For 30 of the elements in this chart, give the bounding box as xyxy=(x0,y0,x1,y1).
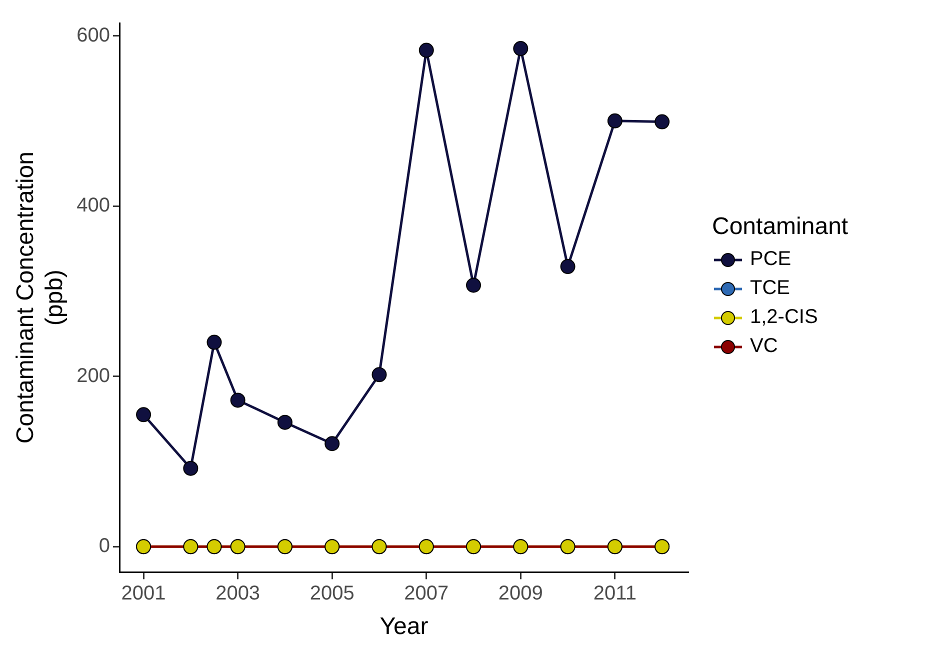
point xyxy=(136,407,152,422)
y-tick-label: 600 xyxy=(76,24,110,46)
legend-label: TCE xyxy=(750,277,790,300)
point xyxy=(183,460,198,476)
point xyxy=(560,259,576,274)
x-tick-label: 2009 xyxy=(498,582,543,605)
point xyxy=(418,42,434,58)
legend-label: 1,2-CIS xyxy=(750,306,818,329)
point xyxy=(277,414,292,430)
x-axis-title: Year xyxy=(380,613,428,640)
point xyxy=(513,41,528,56)
legend-title: Contaminant xyxy=(712,213,848,241)
x-tick-label: 2001 xyxy=(121,582,166,605)
legend-label: VC xyxy=(750,335,778,358)
y-tick-label: 200 xyxy=(76,364,110,387)
point xyxy=(206,334,222,350)
point xyxy=(654,114,670,130)
y-tick-label: 0 xyxy=(98,535,110,558)
x-tick-label: 2003 xyxy=(216,582,260,605)
point xyxy=(230,392,246,408)
x-tick-label: 2007 xyxy=(404,582,449,605)
point xyxy=(607,113,622,128)
x-tick-label: 2005 xyxy=(310,582,354,605)
point xyxy=(466,278,482,293)
y-axis-title: Contaminant Concentration (ppb) xyxy=(12,152,68,444)
point xyxy=(372,367,387,382)
y-tick-label: 400 xyxy=(76,194,110,217)
x-tick-label: 2011 xyxy=(593,582,636,605)
point xyxy=(324,436,340,452)
legend-label: PCE xyxy=(750,248,792,271)
